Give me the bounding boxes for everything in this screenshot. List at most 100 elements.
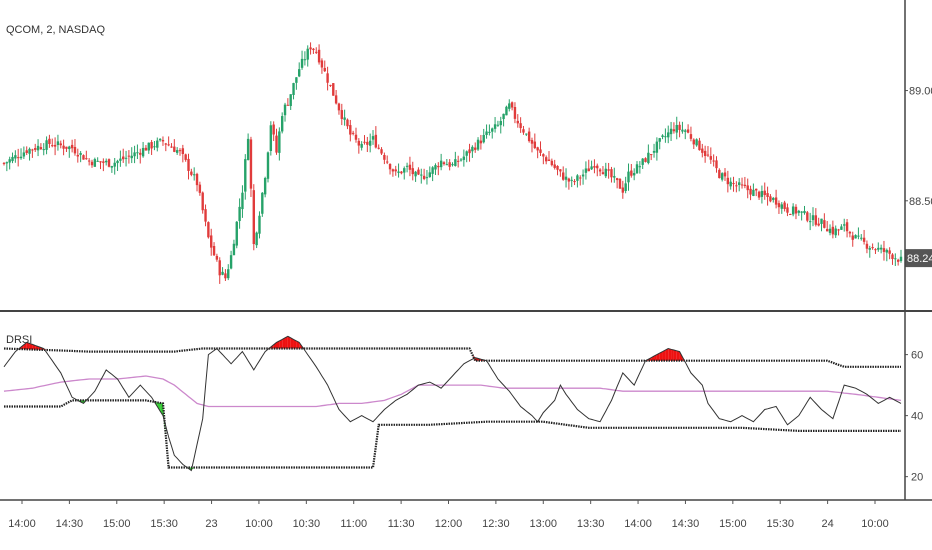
candle-body [840, 226, 843, 230]
overbought-fill [285, 336, 288, 349]
candle-body [459, 159, 463, 161]
candle-body [672, 129, 676, 132]
candle-body [258, 215, 261, 234]
candle-body [280, 116, 284, 132]
candle-body [871, 247, 874, 249]
candle-body [789, 214, 792, 216]
candle-body [644, 158, 647, 162]
candle-body [218, 260, 221, 276]
candle-body [596, 165, 599, 169]
candle-body [547, 159, 551, 161]
candle-body [465, 151, 468, 156]
overbought-fill [279, 339, 283, 349]
candle-body [235, 221, 238, 246]
candle-body [456, 160, 460, 162]
overbought-fill [282, 337, 286, 349]
candle-body [811, 215, 815, 221]
candle-body [252, 190, 255, 245]
candle-body [550, 160, 554, 166]
overbought-fill [29, 343, 33, 350]
candle-body [533, 141, 537, 149]
candle-body [635, 164, 639, 174]
candle-body [664, 136, 667, 138]
candle-body [215, 255, 219, 260]
candle-body [187, 158, 190, 171]
time-tick-label: 14:00 [8, 518, 36, 530]
candle-body [508, 103, 511, 109]
candle-body [701, 148, 704, 153]
candle-body [868, 248, 871, 250]
candle-body [763, 190, 766, 196]
candle-body [499, 120, 502, 126]
candle-body [34, 148, 37, 150]
candle-body [104, 160, 108, 163]
candle-body [442, 162, 446, 165]
candle-body [439, 160, 443, 168]
candle-body [383, 154, 386, 160]
candle-body [791, 206, 795, 215]
candle-body [488, 131, 491, 133]
candle-body [627, 171, 630, 183]
candle-body [783, 202, 786, 209]
candle-body [212, 246, 216, 256]
time-tick-label: 11:00 [340, 518, 367, 530]
candle-body [51, 145, 54, 147]
candle-body [743, 184, 747, 187]
candle-body [300, 58, 304, 68]
candle-body [93, 159, 97, 167]
candle-body [28, 148, 31, 154]
candle-body [624, 183, 627, 191]
upper-band-line [3, 347, 901, 368]
candle-body [797, 210, 801, 213]
time-tick-label: 14:00 [624, 518, 652, 530]
candle-body [817, 223, 820, 226]
candle-body [368, 140, 372, 146]
candle-body [581, 174, 585, 177]
candle-body [584, 168, 588, 173]
candle-body [337, 103, 341, 111]
candle-body [740, 184, 744, 186]
candle-body [601, 172, 605, 175]
drsi-panel: 60 40 20 [3, 335, 923, 484]
time-tick-label: 14:30 [56, 518, 84, 530]
candle-body [221, 271, 224, 275]
candle-body [556, 165, 559, 170]
candle-body [388, 164, 392, 170]
candle-body [371, 136, 375, 140]
candle-body [420, 174, 423, 176]
candle-body [780, 204, 783, 209]
candle-body [632, 173, 636, 176]
time-tick-label: 15:00 [103, 518, 131, 530]
candle-body [195, 173, 199, 186]
candle-body [45, 140, 48, 150]
candle-body [62, 145, 65, 149]
candle-body [650, 154, 653, 156]
candle-body [718, 169, 721, 179]
candle-body [16, 157, 20, 159]
time-tick-label: 13:00 [530, 518, 558, 530]
candle-body [312, 48, 315, 51]
candle-body [229, 255, 233, 269]
candle-body [857, 235, 860, 237]
time-tick-label: 14:30 [672, 518, 700, 530]
candle-body [295, 77, 298, 83]
candle-body [320, 60, 324, 68]
candle-body [777, 203, 781, 208]
candle-body [493, 124, 497, 129]
candle-body [695, 139, 698, 146]
candle-body [266, 152, 270, 179]
candle-body [283, 104, 287, 116]
candle-body [414, 171, 417, 177]
candle-body [122, 156, 125, 160]
candle-body [877, 247, 880, 250]
candle-body [482, 135, 485, 143]
candle-body [139, 152, 142, 155]
candle-body [241, 192, 244, 210]
candle-body [190, 171, 193, 175]
candle-body [573, 181, 576, 183]
candle-body [519, 123, 522, 129]
time-tick-label: 15:00 [719, 518, 747, 530]
candle-body [48, 138, 51, 145]
candle-body [723, 172, 727, 177]
candle-body [894, 258, 897, 260]
